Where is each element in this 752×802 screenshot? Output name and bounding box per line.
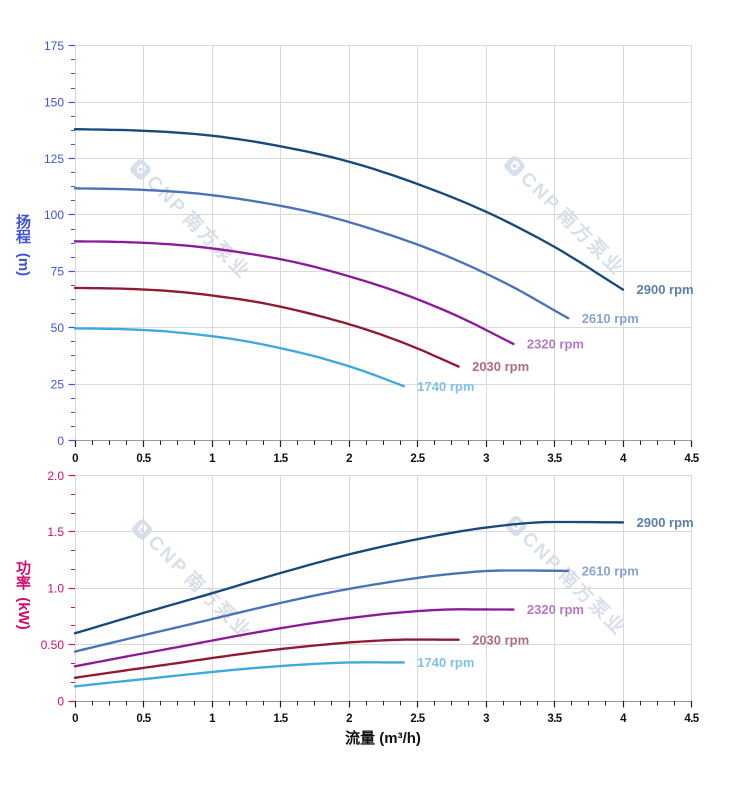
svg-text:4.5: 4.5 [684, 453, 699, 465]
svg-text:2320 rpm: 2320 rpm [527, 337, 584, 352]
svg-text:175: 175 [44, 39, 64, 53]
svg-text:1.5: 1.5 [273, 453, 288, 465]
svg-text:0.5: 0.5 [136, 713, 151, 725]
svg-text:125: 125 [44, 152, 64, 166]
svg-text:3.5: 3.5 [547, 713, 562, 725]
svg-text:0: 0 [72, 713, 78, 725]
svg-text:1740 rpm: 1740 rpm [417, 379, 474, 394]
svg-text:0.50: 0.50 [41, 638, 65, 652]
svg-text:2900 rpm: 2900 rpm [637, 282, 694, 297]
svg-text:2900 rpm: 2900 rpm [637, 515, 694, 530]
svg-text:0: 0 [57, 434, 64, 448]
svg-text:0: 0 [72, 453, 78, 465]
svg-text:2.5: 2.5 [410, 453, 425, 465]
svg-text:2610 rpm: 2610 rpm [582, 311, 639, 326]
svg-text:3: 3 [483, 453, 489, 465]
svg-text:4: 4 [620, 713, 627, 725]
svg-text:2030 rpm: 2030 rpm [472, 359, 529, 374]
svg-text:1: 1 [209, 713, 216, 725]
svg-text:0: 0 [57, 694, 64, 708]
svg-text:1740 rpm: 1740 rpm [417, 655, 474, 670]
svg-text:2030 rpm: 2030 rpm [472, 632, 529, 647]
svg-text:75: 75 [51, 265, 65, 279]
svg-text:2.0: 2.0 [47, 469, 64, 483]
svg-text:0.5: 0.5 [136, 453, 151, 465]
svg-text:4: 4 [620, 453, 627, 465]
svg-text:25: 25 [51, 377, 65, 391]
svg-text:2.5: 2.5 [410, 713, 425, 725]
svg-text:50: 50 [51, 321, 65, 335]
svg-text:2610 rpm: 2610 rpm [582, 563, 639, 578]
svg-text:2: 2 [346, 713, 352, 725]
svg-text:流量 (m³/h): 流量 (m³/h) [345, 729, 421, 747]
svg-text:3.5: 3.5 [547, 453, 562, 465]
svg-text:100: 100 [44, 208, 64, 222]
svg-text:1.5: 1.5 [47, 525, 64, 539]
svg-text:1: 1 [209, 453, 216, 465]
svg-text:1.0: 1.0 [47, 582, 64, 596]
svg-text:150: 150 [44, 95, 64, 109]
svg-text:2320 rpm: 2320 rpm [527, 602, 584, 617]
svg-text:1.5: 1.5 [273, 713, 288, 725]
svg-text:3: 3 [483, 713, 489, 725]
svg-text:2: 2 [346, 453, 352, 465]
svg-text:4.5: 4.5 [684, 713, 699, 725]
